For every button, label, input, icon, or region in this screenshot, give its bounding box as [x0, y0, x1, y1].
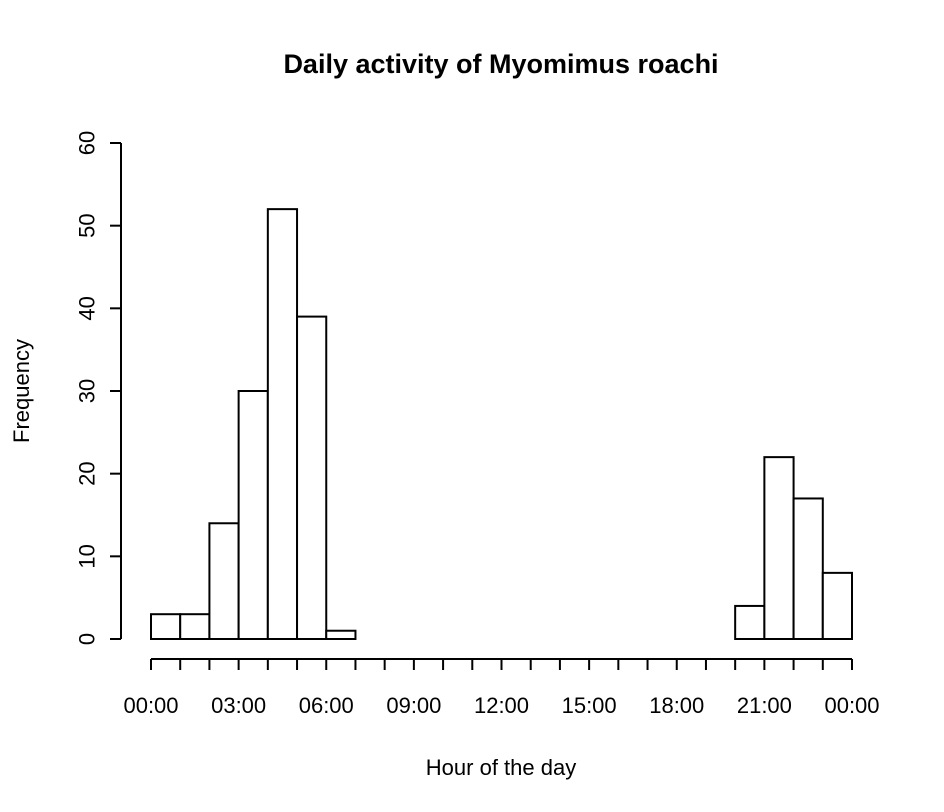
x-tick-label: 15:00 — [562, 693, 617, 718]
histogram-bar — [208, 522, 240, 640]
x-tick-label: 18:00 — [649, 693, 704, 718]
histogram-bar — [763, 456, 795, 640]
y-axis: 0 10 20 30 40 50 60 — [75, 131, 122, 645]
x-tick-label: 06:00 — [299, 693, 354, 718]
histogram-bar — [821, 571, 854, 640]
y-tick-label: 10 — [75, 544, 100, 568]
chart-title: Daily activity of Myomimus roachi — [283, 49, 718, 79]
x-axis-label: Hour of the day — [426, 755, 576, 780]
histogram-bar — [237, 390, 269, 640]
histogram-bar — [325, 629, 357, 641]
histogram-bar — [734, 604, 766, 641]
x-tick-label: 00:00 — [824, 693, 879, 718]
x-tick-label: 12:00 — [474, 693, 529, 718]
x-tick-label: 21:00 — [737, 693, 792, 718]
histogram-bar — [179, 613, 211, 641]
y-tick-label: 20 — [75, 461, 100, 485]
y-tick-label: 30 — [75, 379, 100, 403]
histogram-bar — [296, 315, 328, 640]
bars-group — [150, 208, 854, 641]
y-tick-label: 60 — [75, 131, 100, 155]
histogram-bar — [266, 208, 299, 640]
x-tick-label: 03:00 — [211, 693, 266, 718]
y-tick-label: 40 — [75, 296, 100, 320]
histogram-bar — [150, 613, 182, 641]
histogram-bar — [792, 497, 824, 641]
y-tick-label: 0 — [75, 633, 100, 645]
y-axis-label: Frequency — [9, 339, 34, 443]
x-tick-label: 09:00 — [386, 693, 441, 718]
y-tick-label: 50 — [75, 213, 100, 237]
x-axis: 00:00 03:00 06:00 09:00 12:00 15:00 18:00 21:00… — [123, 658, 880, 718]
x-tick-label: 00:00 — [123, 693, 178, 718]
